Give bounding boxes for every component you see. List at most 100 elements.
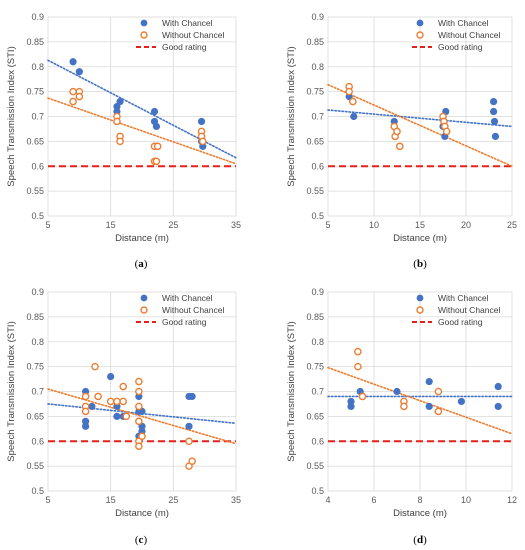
without-chancel-point [135, 402, 143, 411]
legend-with-chancel-label: With Chancel [438, 293, 489, 303]
panel-label: (c) [135, 534, 148, 546]
with-chancel-point [188, 392, 196, 401]
x-tick-label: 20 [461, 220, 471, 230]
legend-without-chancel-marker [416, 31, 424, 39]
y-tick-label: 0.75 [26, 362, 44, 372]
y-tick-label: 0.6 [31, 161, 44, 171]
without-chancel-point [395, 142, 404, 151]
without-chancel-point [81, 392, 90, 401]
x-axis-title: Distance (m) [115, 233, 169, 244]
x-tick-label: 4 [325, 495, 330, 505]
with-chancel-point [69, 58, 77, 66]
x-tick-label: 25 [507, 220, 517, 230]
legend-good-rating-label: Good rating [438, 42, 483, 52]
without-chancel-trendline [47, 388, 237, 445]
without-chancel-point [345, 87, 353, 96]
without-chancel-point [354, 362, 362, 371]
without-chancel-point [122, 412, 131, 421]
legend-with-chancel-marker [140, 294, 148, 302]
legend-without-chancel-marker [140, 306, 148, 314]
legend-with-chancel-label: With Chancel [438, 18, 489, 28]
with-chancel-point [152, 122, 161, 131]
without-chancel-point [442, 127, 451, 136]
y-tick-label: 0.7 [31, 112, 44, 122]
x-tick-label: 10 [461, 495, 471, 505]
legend: With Chancel Without Chancel Good rating [136, 18, 224, 52]
y-tick-label: 0.6 [311, 161, 324, 171]
legend-without-chancel-marker [140, 31, 148, 39]
y-tick-label: 0.75 [306, 87, 324, 97]
with-chancel-point [494, 402, 502, 411]
with-chancel-point [185, 422, 193, 430]
with-chancel-point [75, 68, 83, 76]
with-chancel-point [107, 372, 115, 381]
y-tick-label: 0.85 [306, 312, 324, 322]
legend-with-chancel-marker [416, 19, 424, 27]
without-chancel-point [400, 402, 408, 411]
y-tick-label: 0.5 [311, 486, 324, 496]
without-chancel-point [119, 397, 127, 406]
x-tick-label: 35 [231, 220, 241, 230]
y-tick-label: 0.55 [306, 186, 324, 196]
legend-good-rating-label: Good rating [162, 317, 207, 327]
without-chancel-trendline [47, 97, 237, 165]
legend-without-chancel-label: Without Chancel [162, 305, 224, 315]
y-tick-label: 0.9 [31, 12, 44, 22]
without-chancel-point [81, 407, 90, 416]
with-chancel-point [350, 112, 358, 121]
without-chancel-point [135, 417, 143, 426]
with-chancel-point [82, 417, 90, 425]
y-tick-label: 0.7 [311, 387, 324, 397]
with-chancel-point [113, 412, 121, 420]
y-axis-title: Speech Transmission Index (STI) [286, 46, 297, 186]
y-tick-label: 0.85 [26, 37, 44, 47]
with-chancel-point [150, 107, 159, 116]
legend: With Chancel Without Chancel Good rating [412, 293, 500, 327]
y-tick-label: 0.9 [31, 287, 44, 297]
without-chancel-point [434, 387, 443, 396]
without-chancel-point [198, 137, 207, 146]
with-chancel-point [347, 397, 355, 406]
with-chancel-point [490, 107, 498, 116]
without-chancel-point [434, 407, 443, 416]
x-tick-label: 25 [168, 495, 178, 505]
with-chancel-trendline [47, 59, 237, 159]
x-tick-label: 25 [168, 220, 178, 230]
legend-with-chancel-label: With Chancel [162, 293, 213, 303]
y-tick-label: 0.75 [26, 87, 44, 97]
with-chancel-point [425, 377, 433, 386]
y-axis-title: Speech Transmission Index (STI) [286, 321, 297, 461]
x-tick-label: 10 [369, 220, 379, 230]
y-tick-label: 0.5 [311, 211, 324, 221]
legend-with-chancel-marker [416, 294, 424, 302]
y-tick-label: 0.55 [26, 461, 44, 471]
without-chancel-point [152, 157, 161, 166]
y-tick-label: 0.5 [31, 486, 44, 496]
without-chancel-point [354, 347, 362, 356]
legend-without-chancel-label: Without Chancel [162, 30, 224, 40]
legend-good-rating-label: Good rating [162, 42, 207, 52]
x-tick-label: 15 [106, 220, 116, 230]
x-tick-label: 15 [106, 495, 116, 505]
without-chancel-point [69, 87, 77, 96]
with-chancel-point [393, 387, 401, 396]
y-tick-label: 0.85 [26, 312, 44, 322]
x-tick-label: 5 [325, 220, 330, 230]
chart-panel-c: 0.5 0.55 0.6 0.65 0.7 0.75 0.8 0.85 0.9 5 15 25 35 Di… [6, 287, 241, 546]
without-chancel-point [188, 457, 196, 465]
without-chancel-point [69, 97, 77, 106]
with-chancel-point [197, 117, 206, 126]
with-chancel-point [88, 402, 96, 411]
legend-without-chancel-label: Without Chancel [438, 305, 500, 315]
without-chancel-point [185, 437, 193, 446]
without-chancel-point [135, 377, 143, 386]
y-axis-title: Speech Transmission Index (STI) [6, 46, 17, 186]
with-chancel-point [425, 402, 433, 411]
chart-panel-d: 0.5 0.55 0.6 0.65 0.7 0.75 0.8 0.85 0.9 4 6 8 10 12 Di… [286, 287, 517, 546]
y-tick-label: 0.6 [31, 436, 44, 446]
y-tick-label: 0.8 [31, 337, 44, 347]
chart-panel-b: 0.5 0.55 0.6 0.65 0.7 0.75 0.8 0.85 0.9 5 10 15 20 25… [286, 12, 517, 270]
with-chancel-point [490, 97, 498, 106]
y-tick-label: 0.8 [31, 62, 44, 72]
with-chancel-point [457, 397, 465, 406]
